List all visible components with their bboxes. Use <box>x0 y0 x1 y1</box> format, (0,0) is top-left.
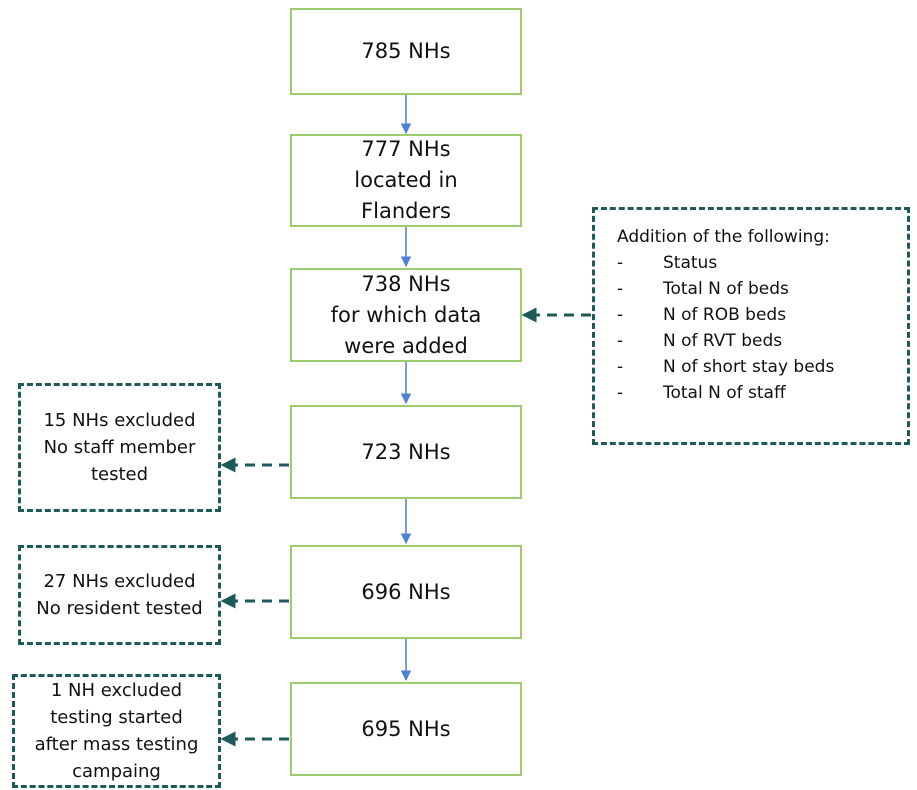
bullet-dash: - <box>617 357 624 377</box>
addition-item: - Status <box>617 250 907 276</box>
addition-note-box: Addition of the following: - Status - Tota… <box>592 207 910 445</box>
flow-box-label: 695 NHs <box>361 716 451 741</box>
flow-box-label: 738 NHs for which data were added <box>330 271 482 358</box>
flow-box-777: 777 NHs located in Flanders <box>290 134 522 227</box>
addition-item-label: N of ROB beds <box>663 305 787 325</box>
addition-note-title: Addition of the following: <box>617 227 830 247</box>
bullet-dash: - <box>617 331 624 351</box>
flow-box-696: 696 NHs <box>290 545 522 639</box>
addition-item-label: Total N of staff <box>663 383 786 403</box>
bullet-dash: - <box>617 279 624 299</box>
addition-item-label: Total N of beds <box>663 279 789 299</box>
flow-box-label: 723 NHs <box>361 439 451 464</box>
addition-item: - Total N of staff <box>617 380 907 406</box>
exclusion-label: 1 NH excluded testing started after mass… <box>34 680 199 782</box>
exclusion-label: 15 NHs excluded No staff member tested <box>43 410 196 485</box>
addition-item: - N of short stay beds <box>617 354 907 380</box>
addition-item: - N of ROB beds <box>617 302 907 328</box>
addition-item-label: N of short stay beds <box>663 357 835 377</box>
addition-item: - Total N of beds <box>617 276 907 302</box>
bullet-dash: - <box>617 305 624 325</box>
flow-box-738: 738 NHs for which data were added <box>290 268 522 362</box>
bullet-dash: - <box>617 383 624 403</box>
addition-item: - N of RVT beds <box>617 328 907 354</box>
flow-box-label: 785 NHs <box>361 39 451 63</box>
flow-box-label: 696 NHs <box>361 579 451 604</box>
exclusion-box-resident: 27 NHs excluded No resident tested <box>18 545 221 645</box>
flow-box-label: 777 NHs located in Flanders <box>354 137 458 223</box>
bullet-dash: - <box>617 253 624 273</box>
flow-box-695: 695 NHs <box>290 682 522 776</box>
exclusion-box-staff: 15 NHs excluded No staff member tested <box>18 383 221 512</box>
addition-item-label: Status <box>663 253 718 273</box>
flow-box-723: 723 NHs <box>290 405 522 499</box>
exclusion-box-mass-testing: 1 NH excluded testing started after mass… <box>12 674 221 788</box>
addition-item-label: N of RVT beds <box>663 331 783 351</box>
exclusion-label: 27 NHs excluded No resident tested <box>36 571 203 619</box>
flow-box-785: 785 NHs <box>290 8 522 95</box>
